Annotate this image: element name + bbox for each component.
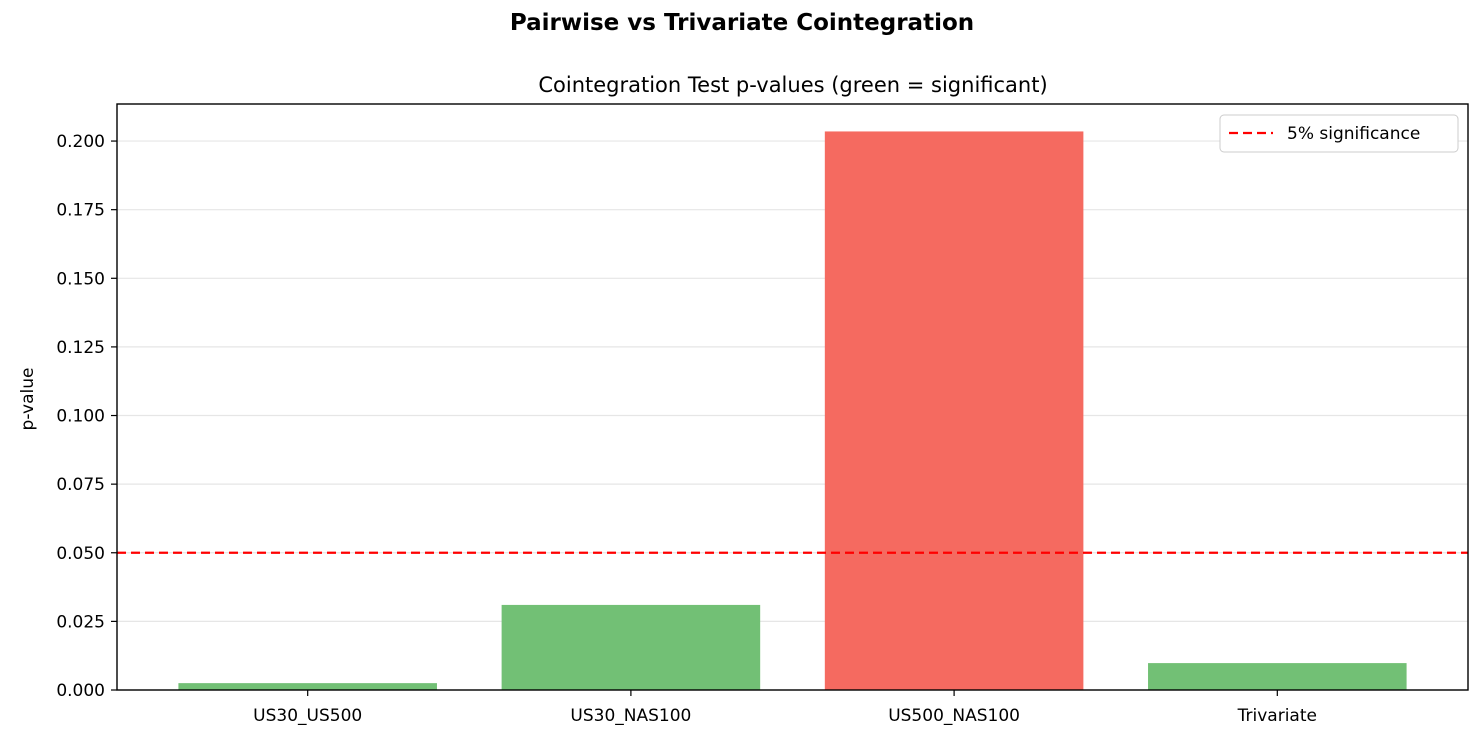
x-tick-label: Trivariate [1237, 706, 1317, 726]
legend-box [1219, 114, 1459, 153]
y-tick-label: 0.000 [56, 681, 105, 701]
y-ticks: 0.000 0.025 0.050 0.075 0.100 0.125 0.150 0.175… [56, 132, 117, 701]
bar-us500-nas100 [824, 131, 1084, 690]
y-tick-label: 0.150 [56, 269, 105, 289]
y-tick-label: 0.200 [56, 132, 105, 152]
x-tick-label: US500_NAS100 [888, 706, 1020, 726]
y-tick-label: 0.025 [56, 612, 105, 632]
bar-trivariate [1148, 663, 1407, 690]
y-tick-label: 0.075 [56, 475, 105, 495]
bar-us30-us500 [178, 683, 437, 690]
x-ticks: US30_US500 US30_NAS100 US500_NAS100 Trivari… [253, 690, 1317, 726]
plot-frame [116, 103, 1469, 691]
y-tick-label: 0.100 [56, 407, 105, 427]
legend-label: 5% significance [1287, 124, 1420, 144]
figure-suptitle: Pairwise vs Trivariate Cointegration [509, 10, 975, 36]
bars [178, 131, 1407, 690]
y-gridlines [117, 140, 1468, 691]
y-tick-label: 0.050 [56, 544, 105, 564]
x-tick-label: US30_NAS100 [570, 706, 691, 726]
x-tick-label: US30_US500 [253, 706, 362, 726]
plot-title: Cointegration Test p-values (green = sig… [538, 73, 1047, 97]
y-tick-label: 0.125 [56, 338, 105, 358]
bar-us30-nas100 [501, 604, 761, 690]
y-tick-label: 0.175 [56, 201, 105, 221]
legend: 5% significance [1219, 114, 1459, 153]
y-axis-title: p-value [18, 368, 38, 431]
axes [116, 103, 1469, 691]
